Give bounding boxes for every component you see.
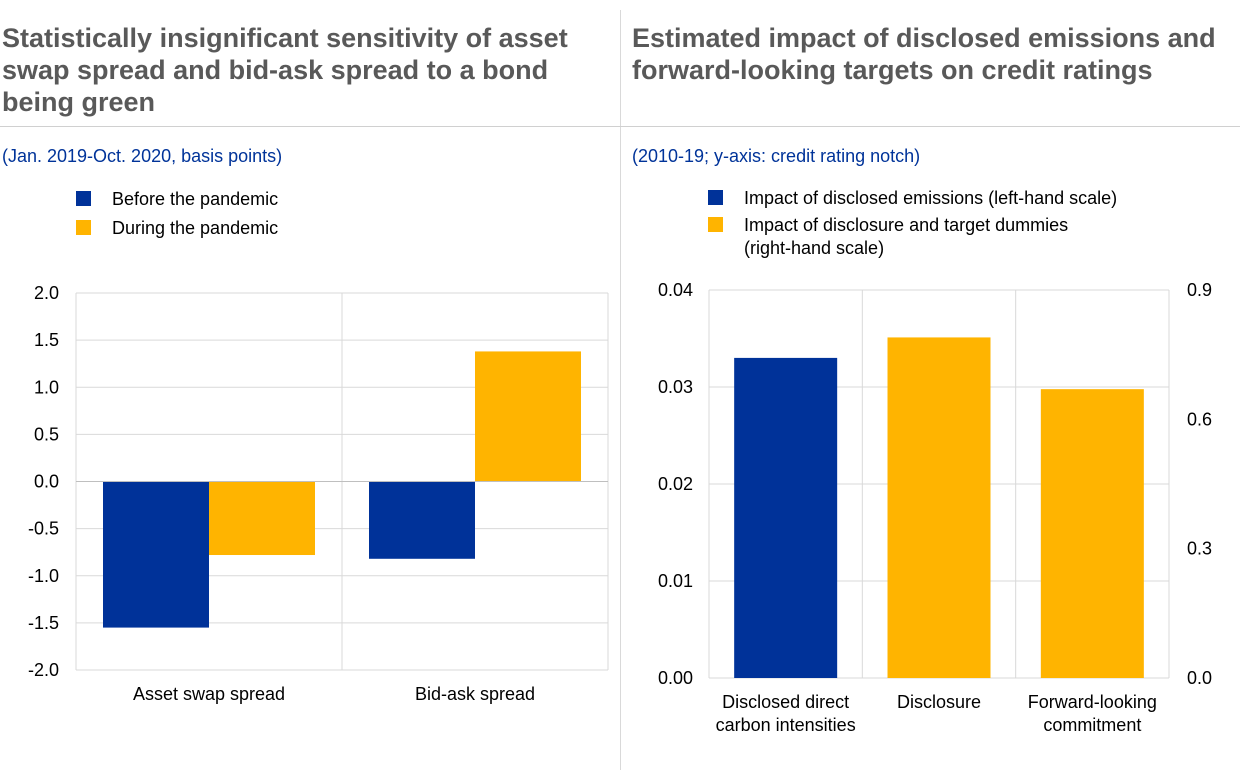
bar bbox=[103, 481, 209, 628]
legend-label: During the pandemic bbox=[112, 218, 279, 238]
right-chart-legend: Impact of disclosed emissions (left-hand… bbox=[708, 187, 1117, 264]
y-tick-label: 0.0 bbox=[34, 472, 59, 492]
legend-swatch-yellow bbox=[708, 217, 723, 232]
bar bbox=[209, 481, 315, 556]
y-tick-label-right: 0.3 bbox=[1187, 539, 1212, 559]
legend-label: Impact of disclosure and target dummies bbox=[744, 215, 1069, 235]
panel-divider-vertical bbox=[620, 10, 621, 770]
y-tick-label: -0.5 bbox=[28, 519, 59, 539]
y-tick-label-left: 0.03 bbox=[658, 377, 693, 397]
y-tick-label-left: 0.01 bbox=[658, 571, 693, 591]
legend-swatch-blue bbox=[76, 191, 91, 206]
legend-label-line2: (right-hand scale) bbox=[744, 238, 885, 258]
right-chart-title: Estimated impact of disclosed emissions … bbox=[632, 23, 1216, 85]
right-chart-panel: Estimated impact of disclosed emissions … bbox=[621, 0, 1240, 781]
legend-item-disclosed-emissions: Impact of disclosed emissions (left-hand… bbox=[708, 187, 1117, 210]
bar bbox=[475, 351, 581, 482]
legend-label: Impact of disclosed emissions (left-hand… bbox=[744, 188, 1118, 208]
y-tick-label-right: 0.0 bbox=[1187, 668, 1212, 688]
x-category-label: Asset swap spread bbox=[133, 684, 285, 704]
title-divider-horizontal bbox=[0, 126, 1240, 127]
y-tick-label: 2.0 bbox=[34, 283, 59, 303]
y-tick-label: -1.0 bbox=[28, 566, 59, 586]
legend-item-during-pandemic: During the pandemic bbox=[76, 217, 278, 240]
y-tick-label-right: 0.6 bbox=[1187, 409, 1212, 429]
y-tick-label: -2.0 bbox=[28, 660, 59, 680]
legend-item-disclosure-dummies: Impact of disclosure and target dummies … bbox=[708, 214, 1117, 260]
y-tick-label-left: 0.02 bbox=[658, 474, 693, 494]
left-chart-panel: Statistically insignificant sensitivity … bbox=[2, 23, 609, 704]
x-category-label: carbon intensities bbox=[716, 715, 856, 735]
legend-swatch-blue bbox=[708, 190, 723, 205]
bar bbox=[369, 481, 475, 559]
legend-swatch-yellow bbox=[76, 220, 91, 235]
bar bbox=[734, 357, 838, 678]
y-tick-label: 1.0 bbox=[34, 377, 59, 397]
y-tick-label-left: 0.04 bbox=[658, 280, 693, 300]
x-category-label: Bid-ask spread bbox=[415, 684, 535, 704]
x-category-label: Forward-looking bbox=[1028, 692, 1157, 712]
bar bbox=[887, 337, 991, 678]
left-chart-title: Statistically insignificant sensitivity … bbox=[2, 23, 568, 117]
legend-label: Before the pandemic bbox=[112, 189, 279, 209]
left-chart-legend: Before the pandemic During the pandemic bbox=[76, 188, 278, 246]
bar bbox=[1040, 389, 1144, 678]
y-tick-label: 0.5 bbox=[34, 424, 59, 444]
y-tick-label: -1.5 bbox=[28, 613, 59, 633]
x-category-label: Disclosure bbox=[897, 692, 981, 712]
left-chart-subtitle: (Jan. 2019-Oct. 2020, basis points) bbox=[2, 146, 283, 166]
legend-item-before-pandemic: Before the pandemic bbox=[76, 188, 278, 211]
x-category-label: commitment bbox=[1043, 715, 1141, 735]
y-tick-label: 1.5 bbox=[34, 330, 59, 350]
x-category-label: Disclosed direct bbox=[722, 692, 849, 712]
right-chart-subtitle: (2010-19; y-axis: credit rating notch) bbox=[632, 146, 921, 166]
right-bar-chart: 0.04 0.03 0.02 0.01 0.00 0.9 0.6 0.3 0.0 Disclose… bbox=[658, 280, 1212, 735]
y-tick-label-right: 0.9 bbox=[1187, 280, 1212, 300]
left-bar-chart: 2.0 1.5 1.0 0.5 0.0 -0.5 -1.0 -1.5 -2.0 Asset swa… bbox=[28, 283, 609, 704]
y-tick-label-left: 0.00 bbox=[658, 668, 693, 688]
